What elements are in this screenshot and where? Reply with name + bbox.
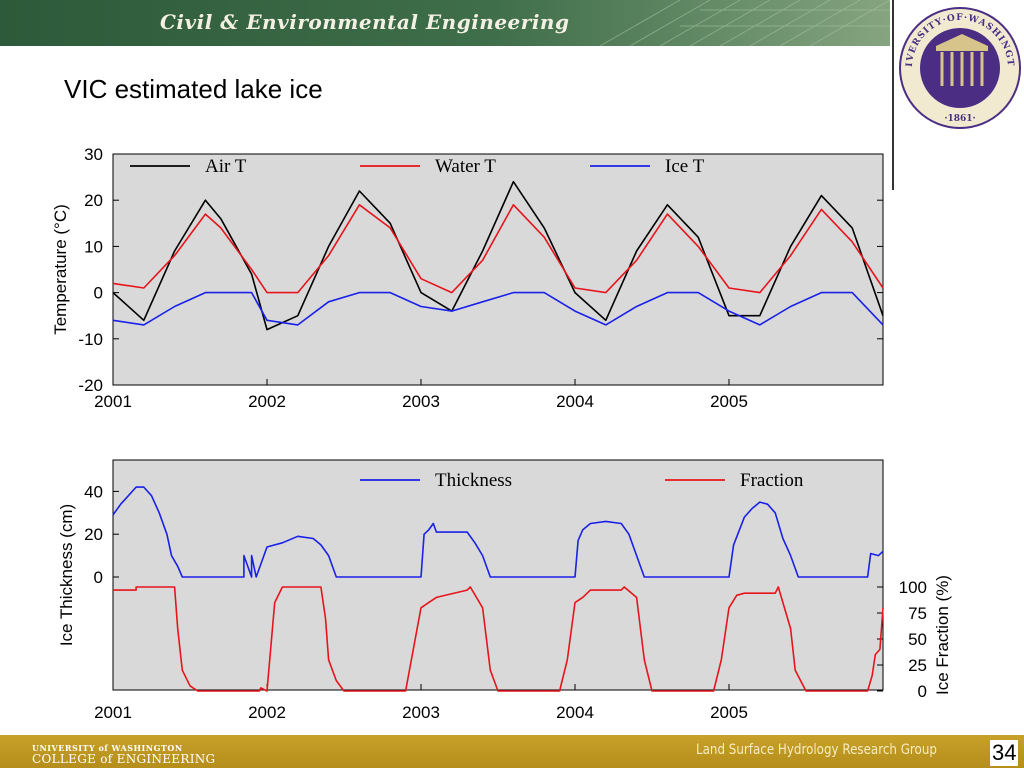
- series-thickness-line: [112, 486, 884, 578]
- footer-university: UNIVERSITY of WASHINGTON: [32, 743, 183, 753]
- ice-x-tick-label: 2004: [556, 703, 594, 722]
- temperature-x-tick-label: 2003: [402, 392, 440, 411]
- series-air-t-line: [112, 180, 884, 331]
- series-ice-t-line: [112, 291, 884, 326]
- footer-group-label: Land Surface Hydrology Research Group: [696, 742, 937, 758]
- temperature-y-tick-label: 30: [84, 145, 103, 164]
- ice-plot-area: [112, 459, 884, 691]
- thickness-y-tick-label: 40: [84, 482, 103, 501]
- fraction-y-tick-label: 50: [908, 630, 927, 649]
- legend-label-fraction: Fraction: [740, 470, 804, 491]
- series-water-t-line: [112, 204, 884, 294]
- fraction-y-tick-label: 25: [908, 656, 927, 675]
- thickness-y-axis-label: Ice Thickness (cm): [57, 504, 76, 646]
- temperature-y-tick-label: 10: [84, 237, 103, 256]
- temperature-y-tick-label: -20: [78, 376, 103, 395]
- temperature-plot-area: [112, 153, 884, 386]
- seal-divider: [892, 0, 1024, 190]
- fraction-y-axis-label: Ice Fraction (%): [933, 575, 952, 695]
- thickness-y-tick-label: 0: [94, 568, 103, 587]
- header-title: Civil & Environmental Engineering: [160, 10, 570, 34]
- temperature-x-tick-label: 2002: [248, 392, 286, 411]
- temperature-y-tick-label: 20: [84, 191, 103, 210]
- seal-year: ·1861·: [944, 114, 975, 124]
- ice-x-tick-label: 2001: [94, 703, 132, 722]
- ice-x-tick-label: 2003: [402, 703, 440, 722]
- header-bridge-graphic: [599, 0, 890, 46]
- slide-title: VIC estimated lake ice: [64, 74, 323, 104]
- temperature-y-tick-label: -10: [78, 330, 103, 349]
- footer-bar: UNIVERSITY of WASHINGTON COLLEGE of ENGI…: [0, 735, 1024, 768]
- series-fraction-line: [113, 586, 884, 692]
- fraction-y-tick-label: 100: [899, 578, 927, 597]
- fraction-y-tick-label: 0: [918, 682, 927, 701]
- slide-number: 34: [990, 740, 1019, 766]
- legend-label-water-t: Water T: [435, 156, 496, 177]
- legend-label-ice-t: Ice T: [665, 156, 705, 177]
- temperature-y-tick-label: 0: [94, 284, 103, 303]
- fraction-y-tick-label: 75: [908, 604, 927, 623]
- temperature-x-tick-label: 2005: [710, 392, 748, 411]
- university-seal-icon: UNIVERSITY·OF·WASHINGTON ·1861·: [898, 6, 1021, 129]
- temperature-x-tick-label: 2001: [94, 392, 132, 411]
- ice-x-tick-label: 2002: [248, 703, 286, 722]
- thickness-y-tick-label: 20: [84, 525, 103, 544]
- temperature-x-tick-label: 2004: [556, 392, 594, 411]
- ice-x-tick-label: 2005: [710, 703, 748, 722]
- header-bar: Civil & Environmental Engineering: [0, 0, 890, 46]
- footer-college: COLLEGE of ENGINEERING: [32, 752, 216, 766]
- temperature-y-axis-label: Temperature (°C): [51, 204, 70, 335]
- legend-label-air-t: Air T: [205, 156, 247, 177]
- legend-label-thickness: Thickness: [435, 470, 512, 491]
